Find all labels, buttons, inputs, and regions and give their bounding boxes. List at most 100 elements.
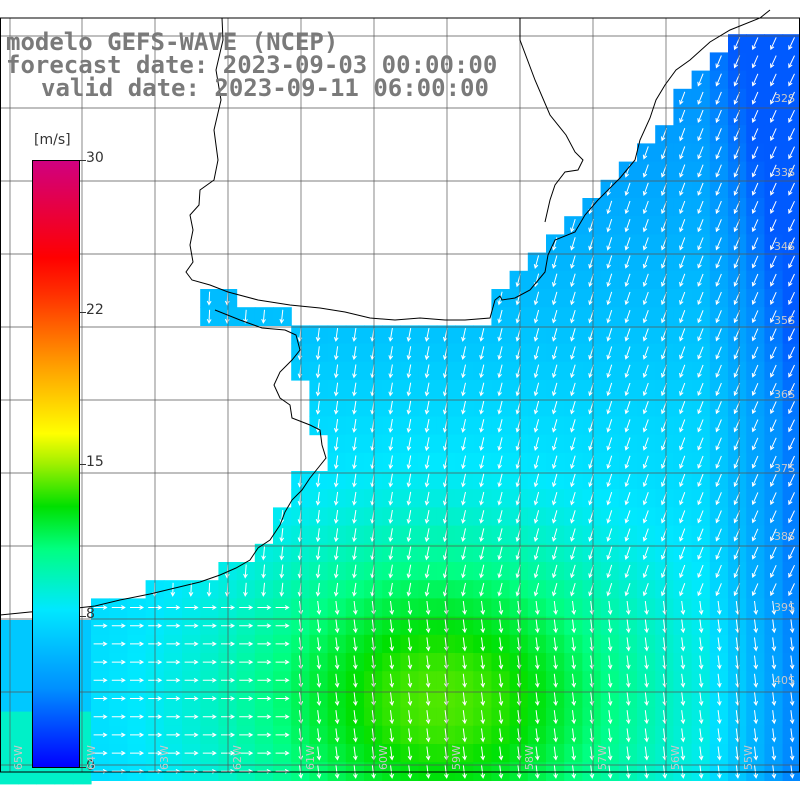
wind-arrow bbox=[624, 219, 631, 233]
wind-arrow bbox=[715, 455, 722, 469]
wind-arrow bbox=[715, 492, 722, 506]
wind-arrow bbox=[407, 655, 413, 670]
wind-arrow bbox=[551, 382, 558, 397]
wind-arrow bbox=[607, 746, 613, 761]
wind-arrow bbox=[697, 237, 704, 251]
wind-arrow bbox=[788, 564, 795, 578]
wind-arrow bbox=[424, 346, 430, 361]
wind-arrow bbox=[570, 510, 576, 524]
wind-arrow bbox=[333, 582, 339, 597]
wind-arrow bbox=[516, 764, 522, 779]
wind-arrow bbox=[553, 619, 558, 634]
wind-arrow bbox=[570, 455, 576, 470]
wind-arrow bbox=[788, 419, 795, 433]
wind-arrow bbox=[679, 237, 686, 251]
wind-arrow bbox=[516, 637, 522, 652]
wind-arrow bbox=[697, 273, 704, 287]
wind-arrow bbox=[679, 583, 686, 597]
latitude-label: 38S bbox=[774, 530, 795, 543]
wind-arrow bbox=[753, 600, 759, 616]
wind-arrow bbox=[170, 582, 176, 597]
wind-arrow bbox=[461, 564, 466, 579]
valid-date: valid date: 2023-09-11 06:00:00 bbox=[41, 74, 489, 102]
wind-arrow bbox=[697, 219, 704, 233]
wind-arrow bbox=[533, 564, 540, 579]
wind-arrow bbox=[770, 510, 777, 524]
wind-cell bbox=[72, 765, 92, 785]
wind-arrow bbox=[275, 641, 290, 647]
wind-arrow bbox=[680, 710, 686, 725]
wind-arrow bbox=[679, 291, 686, 306]
wind-arrow bbox=[606, 473, 613, 488]
wind-arrow bbox=[625, 655, 631, 670]
wind-arrow bbox=[570, 237, 576, 251]
wind-arrow bbox=[184, 659, 199, 665]
wind-arrow bbox=[130, 714, 145, 720]
wind-arrow bbox=[715, 473, 722, 488]
wind-arrow bbox=[715, 564, 722, 579]
wind-arrow bbox=[352, 564, 357, 579]
wind-arrow bbox=[606, 200, 613, 215]
wind-arrow bbox=[789, 637, 795, 652]
wind-arrow bbox=[770, 492, 777, 506]
wind-arrow bbox=[624, 528, 631, 542]
longitude-label: 65W bbox=[12, 745, 25, 770]
wind-arrow bbox=[534, 637, 540, 652]
wind-arrow bbox=[130, 605, 145, 610]
wind-arrow bbox=[642, 364, 649, 378]
wind-arrow bbox=[606, 582, 613, 597]
wind-cell bbox=[0, 747, 19, 767]
wind-arrow bbox=[679, 419, 686, 433]
wind-arrow bbox=[333, 491, 339, 506]
wind-arrow bbox=[407, 710, 413, 725]
wind-arrow bbox=[788, 273, 795, 287]
wind-arrow bbox=[680, 691, 686, 707]
wind-arrow bbox=[715, 346, 722, 360]
wind-arrow bbox=[642, 510, 649, 524]
wind-arrow bbox=[406, 564, 412, 579]
wind-arrow bbox=[425, 619, 431, 634]
wind-arrow bbox=[130, 641, 145, 647]
wind-arrow bbox=[570, 382, 576, 397]
wind-arrow bbox=[462, 728, 467, 743]
wind-arrow bbox=[642, 455, 649, 469]
wind-arrow bbox=[221, 659, 236, 665]
wind-arrow bbox=[425, 746, 431, 761]
wind-arrow bbox=[279, 582, 285, 597]
wind-arrow bbox=[624, 583, 631, 597]
wind-arrow bbox=[388, 346, 394, 361]
wind-arrow bbox=[751, 564, 759, 578]
wind-arrow bbox=[315, 346, 321, 361]
wind-arrow bbox=[497, 400, 503, 415]
wind-arrow bbox=[551, 582, 558, 597]
wind-arrow bbox=[333, 437, 339, 452]
wind-arrow bbox=[679, 328, 686, 342]
wind-arrow bbox=[202, 768, 217, 774]
wind-arrow bbox=[275, 714, 290, 720]
wind-arrow bbox=[388, 564, 394, 579]
wind-arrow bbox=[679, 528, 686, 542]
wind-arrow bbox=[130, 623, 145, 629]
wind-arrow bbox=[352, 764, 358, 779]
wind-arrow bbox=[570, 564, 576, 579]
wind-arrow bbox=[788, 328, 795, 342]
wind-arrow bbox=[257, 714, 272, 720]
wind-arrow bbox=[352, 491, 357, 506]
colorbar-tick-label: 30 bbox=[86, 150, 104, 166]
wind-arrow bbox=[425, 637, 431, 652]
wind-arrow bbox=[680, 637, 686, 652]
wind-arrow bbox=[697, 546, 704, 560]
wind-arrow bbox=[479, 364, 485, 379]
wind-arrow bbox=[698, 619, 704, 634]
wind-arrow bbox=[698, 655, 704, 670]
wind-arrow bbox=[407, 728, 413, 743]
wind-arrow bbox=[221, 696, 236, 701]
wind-arrow bbox=[606, 382, 613, 397]
wind-arrow bbox=[202, 677, 217, 683]
wind-arrow bbox=[788, 146, 795, 160]
wind-arrow bbox=[770, 564, 777, 578]
wind-arrow bbox=[533, 382, 540, 397]
wind-arrow bbox=[389, 746, 395, 761]
wind-arrow bbox=[388, 510, 394, 524]
wind-arrow bbox=[715, 200, 722, 215]
